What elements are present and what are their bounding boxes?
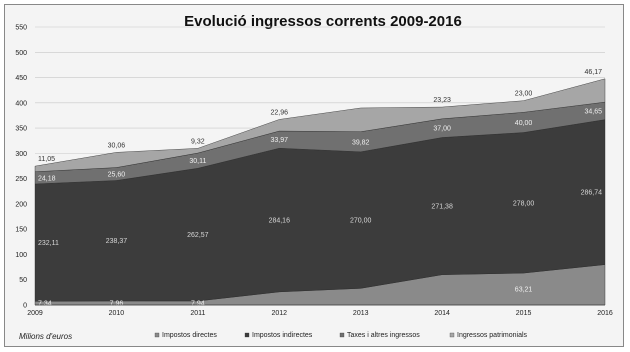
data-label: 270,00 (350, 218, 372, 225)
data-label: 271,38 (431, 204, 453, 211)
chart-title: Evolució ingressos corrents 2009-2016 (184, 13, 462, 30)
data-label: 232,11 (38, 240, 59, 247)
x-tick-label: 2012 (271, 310, 287, 317)
data-label: 24,18 (38, 175, 56, 182)
y-tick-label: 300 (15, 151, 27, 158)
x-tick-label: 2013 (353, 310, 369, 317)
data-label: 30,06 (108, 142, 126, 149)
data-label: 30,11 (189, 158, 206, 165)
data-label: 238,37 (106, 238, 128, 245)
x-tick-label: 2010 (109, 310, 125, 317)
data-label: 40,00 (515, 120, 533, 127)
legend-label: Taxes i altres ingressos (347, 332, 420, 339)
y-tick-label: 200 (15, 201, 27, 208)
y-tick-label: 0 (23, 303, 27, 310)
x-tick-label: 2016 (597, 310, 613, 317)
data-label: 7,34 (38, 301, 52, 308)
y-tick-label: 50 (19, 277, 27, 284)
x-tick-label: 2014 (434, 310, 450, 317)
y-tick-label: 400 (15, 100, 27, 107)
data-label: 23,23 (433, 97, 451, 104)
legend-swatch (154, 332, 160, 338)
y-tick-label: 250 (15, 176, 27, 183)
x-tick-label: 2011 (190, 310, 205, 317)
chart: Evolució ingressos corrents 2009-2016 7,… (15, 13, 613, 341)
legend-label: Ingressos patrimonials (457, 332, 528, 339)
y-tick-label: 150 (15, 227, 27, 234)
data-label: 278,00 (513, 200, 535, 207)
data-label: 39,82 (352, 139, 370, 146)
legend-swatch (449, 332, 455, 338)
data-label: 23,00 (515, 91, 533, 98)
data-label: 7,94 (191, 300, 205, 307)
y-tick-label: 450 (15, 75, 27, 82)
legend-swatch (339, 332, 345, 338)
data-label: 262,57 (187, 232, 209, 239)
data-label: 34,65 (584, 108, 602, 115)
data-label: 63,21 (515, 287, 533, 294)
y-tick-label: 500 (15, 50, 27, 57)
data-label: 11,05 (38, 156, 55, 163)
y-tick-label: 350 (15, 126, 27, 133)
unit-label: Milions d'euros (19, 332, 72, 341)
data-label: 7,96 (110, 300, 124, 307)
x-tick-label: 2009 (27, 310, 43, 317)
x-tick-label: 2015 (516, 310, 532, 317)
chart-frame: Evolució ingressos corrents 2009-2016 7,… (4, 4, 624, 347)
data-label: 25,60 (108, 172, 126, 179)
data-label: 37,00 (433, 126, 451, 133)
area-series-3 (34, 78, 606, 172)
data-label: 22,96 (271, 109, 289, 116)
data-label: 46,17 (584, 69, 602, 76)
y-tick-label: 550 (15, 25, 27, 32)
data-label: 9,32 (191, 138, 205, 145)
data-label: 284,16 (269, 218, 291, 225)
legend-swatch (244, 332, 250, 338)
data-label: 33,97 (271, 137, 289, 144)
data-label: 286,74 (581, 190, 603, 197)
legend-label: Impostos directes (162, 332, 217, 339)
legend-label: Impostos indirectes (252, 332, 313, 339)
y-tick-label: 100 (15, 252, 27, 259)
